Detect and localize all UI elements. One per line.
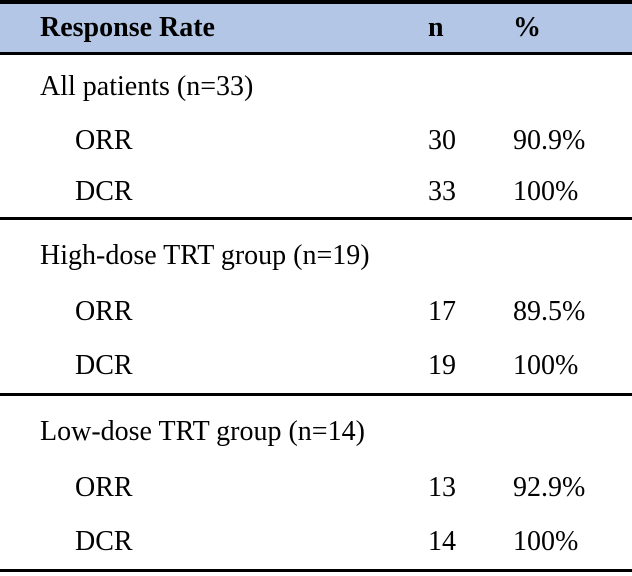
row-label: ORR	[75, 124, 133, 156]
row-n-value: 14	[428, 526, 456, 557]
row-n-value: 19	[428, 350, 456, 381]
table-row: ORR 13 92.9%	[0, 461, 632, 515]
table-header-row: Response Rate n %	[0, 0, 632, 55]
row-label: DCR	[75, 350, 133, 381]
row-n-value: 17	[428, 296, 456, 327]
group-label: High-dose TRT group (n=19)	[40, 240, 370, 271]
header-n: n	[428, 12, 444, 43]
row-label: DCR	[75, 175, 133, 207]
group-label-row: All patients (n=33)	[0, 59, 632, 115]
row-n-value: 13	[428, 472, 456, 503]
group-label-row: High-dose TRT group (n=19)	[0, 227, 632, 285]
table-row: ORR 17 89.5%	[0, 285, 632, 339]
group-label: All patients (n=33)	[40, 71, 254, 102]
table-row: DCR 33 100%	[0, 166, 632, 217]
group-label-row: Low-dose TRT group (n=14)	[0, 403, 632, 461]
header-percent: %	[513, 12, 541, 43]
section-all-patients: All patients (n=33) ORR 30 90.9% DCR 33 …	[0, 55, 632, 220]
section-high-dose-trt: High-dose TRT group (n=19) ORR 17 89.5% …	[0, 220, 632, 396]
row-label: ORR	[75, 296, 133, 327]
row-pct-value: 92.9%	[513, 472, 586, 503]
row-label: DCR	[75, 526, 133, 557]
table-row: ORR 30 90.9%	[0, 115, 632, 166]
table-row: DCR 14 100%	[0, 515, 632, 569]
row-pct-value: 89.5%	[513, 296, 586, 327]
header-response-rate: Response Rate	[40, 12, 215, 43]
row-pct-value: 100%	[513, 175, 579, 207]
row-pct-value: 100%	[513, 526, 579, 557]
section-low-dose-trt: Low-dose TRT group (n=14) ORR 13 92.9% D…	[0, 396, 632, 572]
row-n-value: 30	[428, 124, 456, 156]
row-pct-value: 90.9%	[513, 124, 586, 156]
row-pct-value: 100%	[513, 350, 579, 381]
group-label: Low-dose TRT group (n=14)	[40, 416, 365, 447]
row-n-value: 33	[428, 175, 456, 207]
row-label: ORR	[75, 472, 133, 503]
table-row: DCR 19 100%	[0, 339, 632, 393]
